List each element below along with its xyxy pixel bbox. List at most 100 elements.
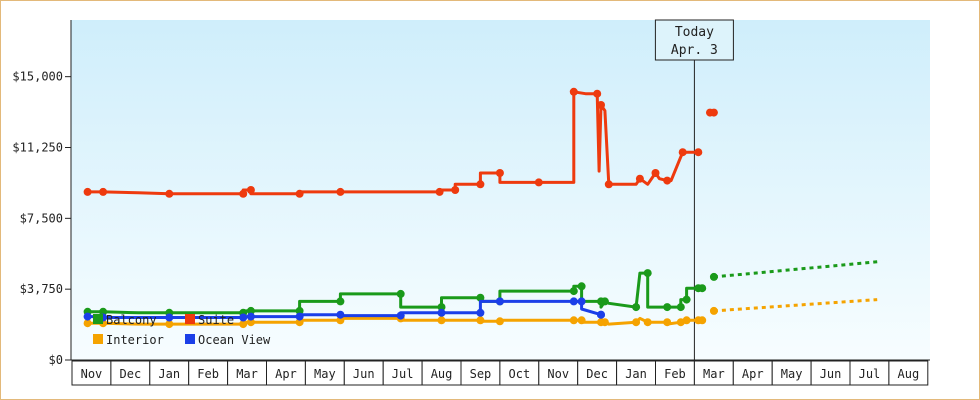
x-tick-label: May xyxy=(314,367,336,381)
today-date-label: Apr. 3 xyxy=(671,43,718,58)
suite-data-point xyxy=(83,187,92,196)
x-tick-box xyxy=(771,360,812,386)
ocean-view-data-point xyxy=(336,310,345,319)
interior-data-point xyxy=(495,317,504,326)
x-tick-label: Jan xyxy=(158,367,180,381)
suite-data-point xyxy=(451,186,460,194)
suite-data-point xyxy=(663,176,672,185)
x-tick-box xyxy=(732,360,773,386)
suite-data-point xyxy=(534,178,543,187)
x-tick-label: Feb xyxy=(664,367,686,381)
x-tick-box xyxy=(149,360,190,386)
balcony-data-point xyxy=(476,293,485,302)
interior-data-point xyxy=(698,316,707,325)
x-tick-label: Apr xyxy=(742,367,764,381)
suite-data-point xyxy=(694,148,703,157)
balcony-projection-point xyxy=(709,272,718,281)
suite-data-point xyxy=(165,189,174,198)
legend-swatch-interior xyxy=(93,334,103,344)
interior-data-point xyxy=(569,316,578,325)
suite-data-point xyxy=(569,87,578,96)
x-tick-box xyxy=(538,360,579,386)
x-tick-label: Dec xyxy=(586,367,608,381)
today-box xyxy=(654,19,734,61)
balcony-data-point xyxy=(577,282,586,291)
interior-data-point xyxy=(83,319,92,328)
x-tick-label: Apr xyxy=(275,367,297,381)
suite-data-point xyxy=(635,174,644,183)
interior-data-point xyxy=(663,318,672,327)
x-tick-box xyxy=(227,360,268,386)
balcony-data-point xyxy=(682,295,691,304)
legend-label-ocean-view: Ocean View xyxy=(198,333,271,347)
ocean-view-data-point xyxy=(83,312,92,321)
plot-area xyxy=(71,20,930,360)
y-tick-label: $11,250 xyxy=(12,141,63,155)
interior-data-point xyxy=(600,318,609,327)
y-tick-label: $15,000 xyxy=(12,70,63,84)
suite-data-point xyxy=(678,148,687,157)
x-tick-label: Jul xyxy=(392,367,414,381)
x-tick-label: Nov xyxy=(547,367,569,381)
interior-data-point xyxy=(632,318,641,327)
interior-data-point xyxy=(295,318,304,327)
legend-swatch-ocean-view xyxy=(185,334,195,344)
ocean-view-data-point xyxy=(476,308,485,317)
x-tick-box xyxy=(71,360,112,386)
balcony-data-point xyxy=(246,306,255,315)
interior-data-point xyxy=(682,316,691,325)
x-tick-label: Dec xyxy=(120,367,142,381)
suite-data-point xyxy=(246,186,255,194)
legend-swatch-balcony xyxy=(93,314,103,324)
x-tick-box xyxy=(343,360,384,386)
x-tick-box xyxy=(810,360,851,386)
y-tick-label: $7,500 xyxy=(20,211,63,225)
x-tick-label: Mar xyxy=(236,367,258,381)
ocean-view-data-point xyxy=(437,308,446,317)
suite-data-point xyxy=(495,169,504,177)
suite-data-point xyxy=(295,189,304,198)
balcony-data-point xyxy=(663,303,672,312)
balcony-data-point xyxy=(99,307,108,316)
x-tick-box xyxy=(421,360,462,386)
x-tick-box xyxy=(616,360,656,386)
interior-data-point xyxy=(239,320,248,329)
x-tick-label: Jun xyxy=(353,367,375,381)
suite-data-point xyxy=(476,180,485,189)
suite-data-point xyxy=(709,108,718,117)
legend-label-balcony: Balcony xyxy=(106,313,157,327)
ocean-view-data-point xyxy=(597,310,605,319)
x-tick-box xyxy=(110,360,151,386)
suite-data-point xyxy=(593,89,602,98)
y-tick-label: $3,750 xyxy=(20,282,63,296)
ocean-view-data-point xyxy=(246,312,255,321)
x-tick-label: May xyxy=(781,367,803,381)
interior-data-point xyxy=(476,316,485,325)
legend-label-suite: Suite xyxy=(198,313,234,327)
interior-data-point xyxy=(643,318,652,327)
interior-projection-line xyxy=(713,298,878,313)
x-tick-label: Feb xyxy=(197,367,219,381)
suite-data-point xyxy=(239,189,248,198)
x-tick-label: Mar xyxy=(703,367,725,381)
x-tick-box xyxy=(499,360,540,386)
balcony-data-point xyxy=(643,269,652,278)
ocean-view-data-point xyxy=(295,312,304,321)
ocean-view-data-point xyxy=(239,313,248,322)
legend-swatch-suite xyxy=(185,314,195,324)
ocean-view-data-point xyxy=(495,297,504,306)
suite-data-point xyxy=(435,187,444,196)
x-tick-box xyxy=(188,360,229,386)
balcony-data-point xyxy=(295,306,304,315)
x-tick-label: Oct xyxy=(509,367,531,381)
ocean-view-data-point xyxy=(569,297,578,306)
suite-data-point xyxy=(651,169,660,177)
interior-data-point xyxy=(246,318,255,327)
interior-projection-point xyxy=(709,306,718,315)
balcony-data-point xyxy=(698,284,707,293)
today-label: Today xyxy=(675,25,714,40)
ocean-view-data-point xyxy=(396,311,405,320)
balcony-data-point xyxy=(336,297,345,306)
suite-data-point xyxy=(336,187,345,196)
